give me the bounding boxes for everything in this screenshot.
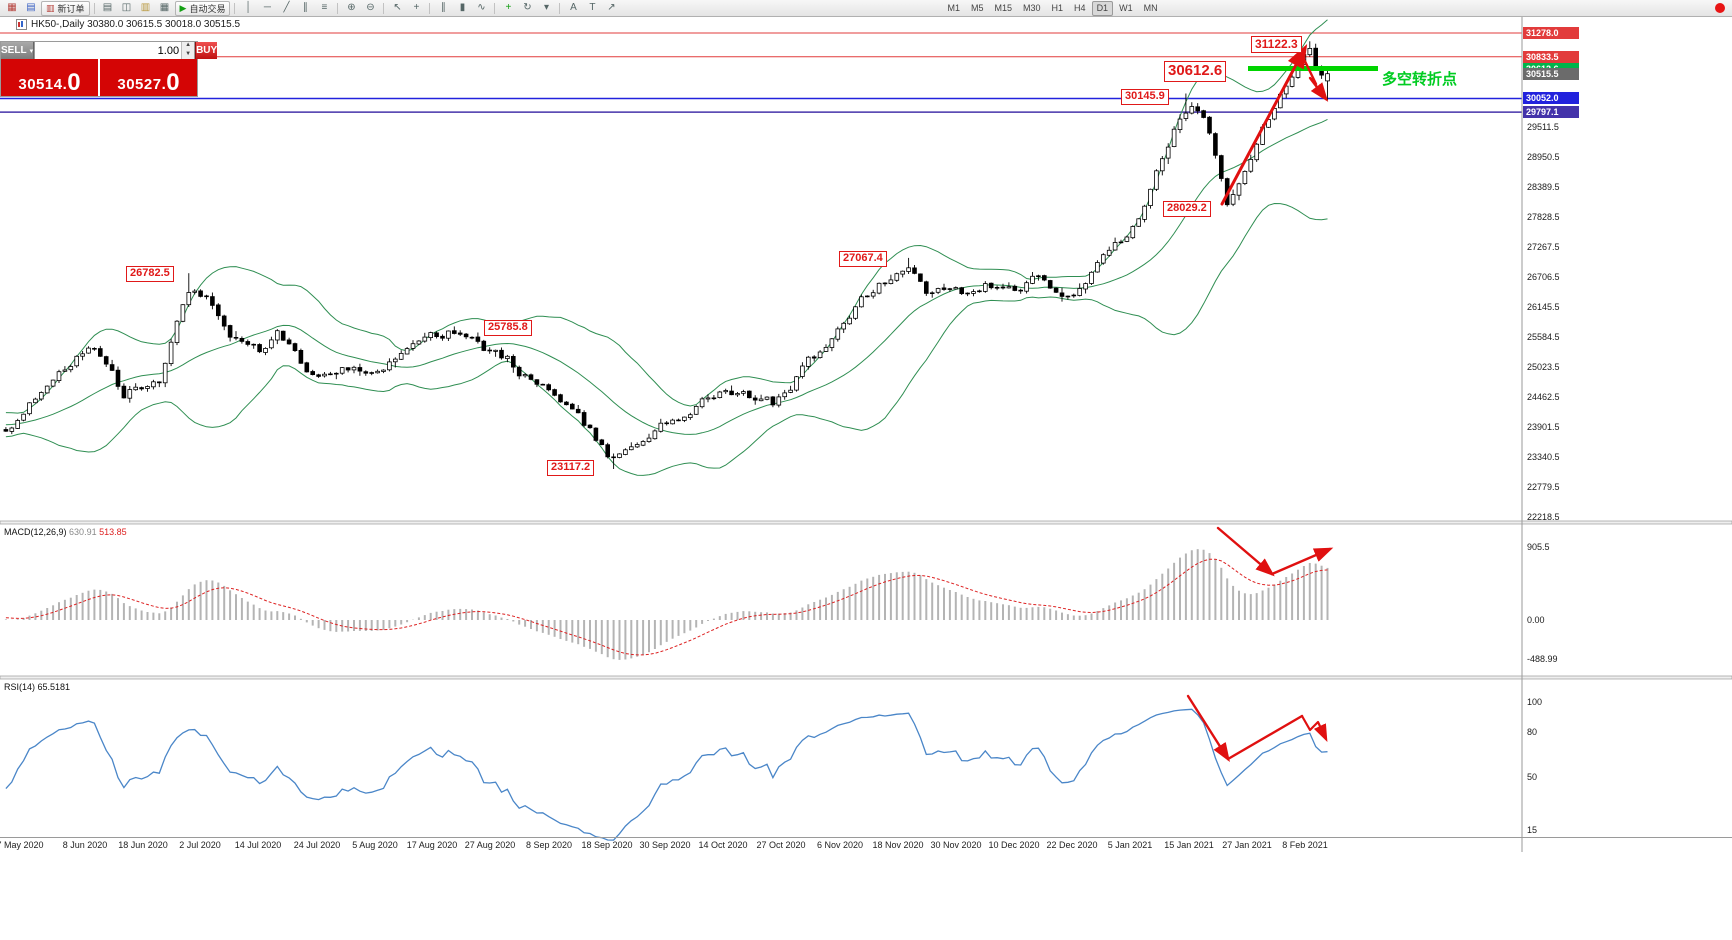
toolbar-separator [559,2,561,14]
autotrade-button[interactable]: ▶ 自动交易 [174,0,231,16]
stepper-up-icon[interactable]: ▲ [182,42,195,51]
macd-name: MACD(12,26,9) [4,527,67,537]
zoom-out-icon[interactable]: ⊖ [366,2,375,13]
buy-price-display[interactable]: 30527. 0 [100,59,197,96]
buy-price-main: 30527. [117,76,167,93]
autotrade-button-label: 自动交易 [189,3,226,14]
horizontal-line-icon[interactable]: ─ [263,2,272,13]
bar-chart-icon[interactable]: ∥ [440,2,446,13]
chart-profiles-icon[interactable]: ▤ [26,2,36,13]
toolbar-separator [234,2,236,14]
rsi-label: RSI(14) 65.5181 [4,682,70,692]
navigator-icon[interactable]: ▥ [140,2,151,13]
rsi-panel[interactable] [5,708,1328,841]
chart-title-text: HK50-,Daily 30380.0 30615.5 30018.0 3051… [31,19,241,30]
toolbar-separator [429,2,431,14]
chevron-down-icon: ▾ [29,47,34,55]
timeframe-m1[interactable]: M1 [947,2,960,13]
data-window-icon[interactable]: ◫ [121,2,132,13]
new-order-button[interactable]: ▥ 新订单 [41,0,90,16]
sell-price-main: 30514. [18,76,68,93]
cycle-icon[interactable]: ↻ [523,2,532,13]
macd-panel[interactable] [4,549,1329,660]
new-order-button-icon: ▥ [46,2,55,13]
arrow-tool-icon[interactable]: ↗ [607,2,616,13]
timeframe-h4[interactable]: H4 [1074,2,1086,13]
timeframe-m30[interactable]: M30 [1023,2,1041,13]
turning-point-note: 多空转折点 [1382,71,1458,88]
new-chart-icon[interactable]: ▦ [7,2,17,13]
templates-icon[interactable]: ▾ [543,2,549,13]
chart-icon [16,19,27,30]
vertical-line-icon[interactable]: │ [245,2,252,13]
timeframe-w1[interactable]: W1 [1119,2,1133,13]
timeframe-mn[interactable]: MN [1143,2,1158,13]
market-watch-icon[interactable]: ▤ [102,2,113,13]
timeframe-m5[interactable]: M5 [970,2,984,13]
toolbar-separator [93,2,95,14]
sell-button-label: SELL [1,45,27,56]
macd-value-main: 630.91 [69,527,97,537]
channel-icon[interactable]: ∥ [302,2,308,13]
chart-title: HK50-,Daily 30380.0 30615.5 30018.0 3051… [16,19,240,30]
chart-canvas[interactable] [0,0,1732,860]
sell-price-big-digit: 0 [67,69,81,96]
line-chart-icon[interactable]: ∿ [477,2,486,13]
toolbar-separator [383,2,385,14]
zoom-in-icon[interactable]: ⊕ [347,2,356,13]
macd-value-signal: 513.85 [99,527,127,537]
buy-button[interactable]: BUY [195,42,218,59]
indicators-icon[interactable]: + [505,2,512,13]
fibonacci-icon[interactable]: ≡ [321,2,328,13]
record-icon [1715,3,1725,13]
timeframe-d1[interactable]: D1 [1091,0,1114,16]
volume-stepper[interactable]: ▲ ▼ [181,42,195,59]
candlestick-icon[interactable]: ▮ [459,2,466,13]
buy-button-label: BUY [196,45,218,56]
main-toolbar: ▦ ▤ ▥ 新订单 ▤ ◫ ▥ ▦ ▶ 自动交易 │ ─ ╱ ∥ ≡ ⊕ ⊖ ↖ + ∥ ▮ ∿ + ↻ ▾ A T ↗ M1 M5 M15… [0,0,1732,17]
sell-price-display[interactable]: 30514. 0 [1,59,98,96]
volume-input[interactable] [35,42,182,59]
crosshair-icon[interactable]: + [413,2,420,13]
trendline-icon[interactable]: ╱ [283,2,290,13]
new-order-button-label: 新订单 [57,3,85,14]
candlesticks [3,41,1330,469]
rsi-name: RSI(14) [4,682,36,692]
terminal-icon[interactable]: ▦ [159,2,170,13]
timeframe-m15[interactable]: M15 [994,2,1013,13]
macd-label: MACD(12,26,9) 630.91 513.85 [4,527,127,537]
sell-button[interactable]: SELL ▾ [1,42,35,59]
timeframe-h1[interactable]: H1 [1051,2,1064,13]
label-icon[interactable]: T [589,2,596,13]
rsi-value: 65.5181 [37,682,71,692]
one-click-trade-panel: SELL ▾ ▲ ▼ BUY 30514.0 30527.0 [0,41,218,97]
buy-price-big-digit: 0 [166,69,180,96]
toolbar-separator [337,2,339,14]
autotrade-button-icon: ▶ [179,2,187,13]
cursor-icon[interactable]: ↖ [393,2,402,13]
toolbar-separator [494,2,496,14]
stepper-down-icon[interactable]: ▼ [182,50,195,59]
text-icon[interactable]: A [570,2,577,13]
